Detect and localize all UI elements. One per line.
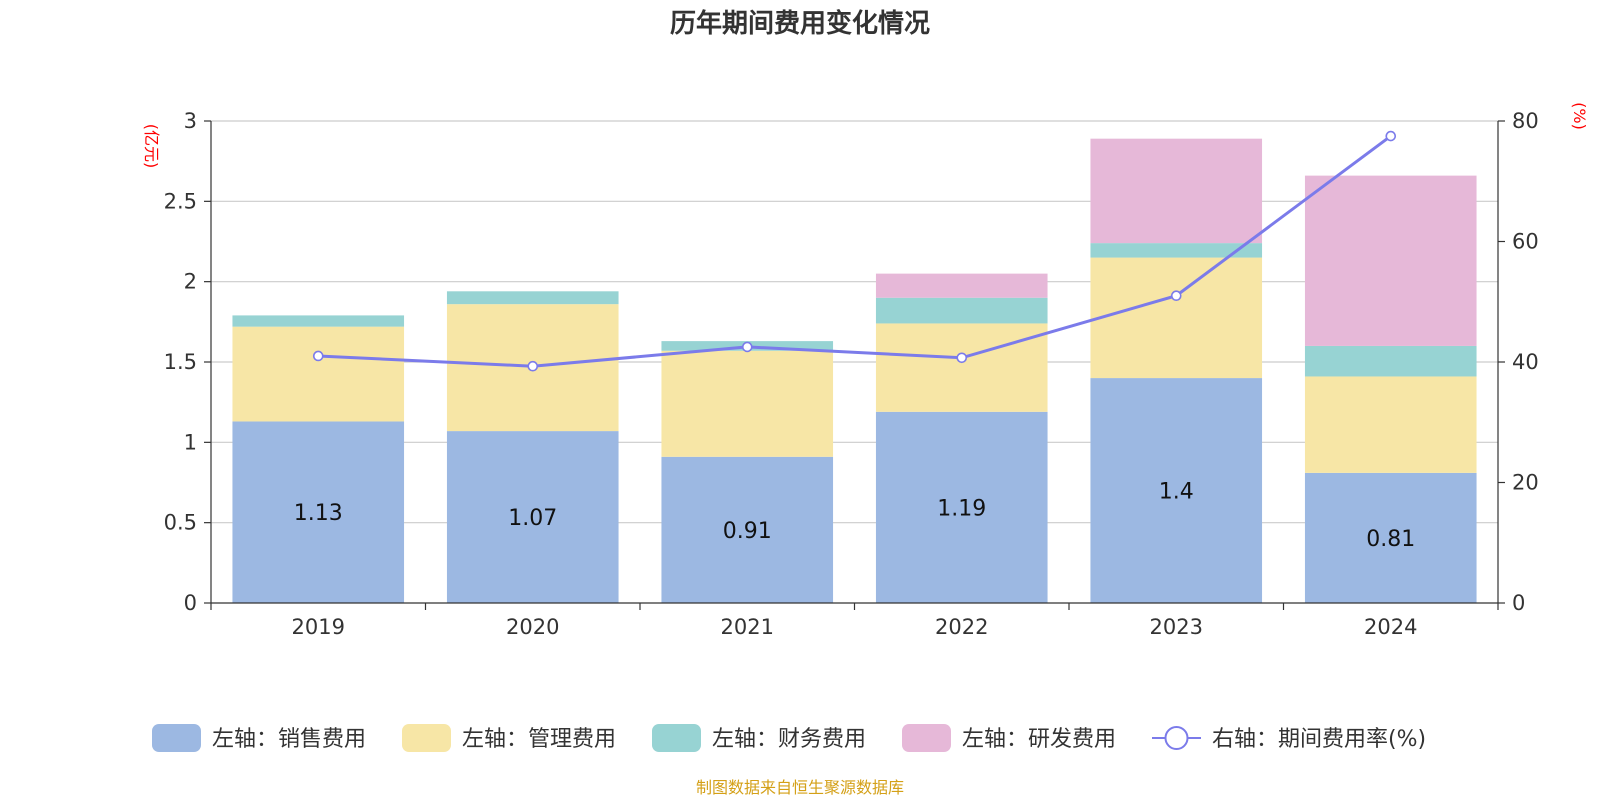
rate-point — [956, 352, 968, 364]
rate-point — [1385, 130, 1397, 142]
rate-point — [312, 350, 324, 362]
legend: 左轴：销售费用 左轴：管理费用 左轴：财务费用 左轴：研发费用 右轴：期间费用率(%) — [152, 724, 1426, 752]
legend-swatch — [152, 724, 201, 752]
rate-point — [1170, 290, 1182, 302]
bar-segment — [1090, 257, 1263, 379]
left-axis-unit: (亿元) — [142, 124, 161, 169]
legend-swatch — [402, 724, 451, 752]
right-axis-unit: (%) — [1570, 102, 1589, 130]
bar-value-label: 0.81 — [1366, 527, 1415, 552]
data-labels: 1.13 1.07 0.91 1.19 1.4 0.81 — [294, 480, 1415, 552]
bar-value-label: 1.07 — [508, 506, 557, 531]
right-axis-tick-label: 40 — [1512, 350, 1539, 374]
bar-value-label: 1.13 — [294, 501, 343, 526]
bar-segment — [232, 421, 405, 603]
bar-segment — [875, 297, 1048, 324]
bar-segment — [1304, 175, 1477, 346]
left-axis-tick-label: 3 — [184, 109, 197, 133]
x-axis-tick-label: 2019 — [292, 615, 345, 639]
line-series — [312, 130, 1397, 372]
left-axis-tick-label: 2 — [184, 270, 197, 294]
left-axis-tick-label: 0 — [184, 591, 197, 615]
bar-value-label: 1.19 — [937, 496, 986, 521]
bar-segment — [661, 456, 834, 603]
axes: 0 0.5 1 1.5 2 2.5 3 0 20 40 60 80 2019 2020 2021 2022 20… — [164, 109, 1539, 639]
bar-series — [232, 138, 1477, 603]
legend-label: 左轴：管理费用 — [462, 727, 616, 752]
bar-segment — [446, 291, 619, 305]
right-axis-tick-label: 0 — [1512, 591, 1525, 615]
legend-circle-marker — [1164, 726, 1189, 750]
left-axis-tick-label: 2.5 — [164, 189, 197, 213]
legend-swatch — [902, 724, 951, 752]
bar-segment — [1304, 376, 1477, 473]
left-axis-tick-label: 1.5 — [164, 350, 197, 374]
chart-title: 历年期间费用变化情况 — [670, 8, 930, 39]
bar-segment — [875, 323, 1048, 412]
bar-segment — [232, 326, 405, 422]
x-axis-tick-label: 2022 — [935, 615, 988, 639]
bar-segment — [1090, 138, 1263, 244]
legend-label: 左轴：销售费用 — [212, 727, 366, 752]
rate-line — [318, 134, 1392, 368]
right-axis-tick-label: 80 — [1512, 109, 1539, 133]
right-axis-tick-label: 20 — [1512, 471, 1539, 495]
rate-point — [527, 360, 539, 372]
bar-segment — [446, 431, 619, 603]
bar-segment — [661, 350, 834, 457]
bar-value-label: 1.4 — [1159, 480, 1194, 505]
legend-label: 左轴：研发费用 — [962, 727, 1116, 752]
x-axis-tick-label: 2020 — [506, 615, 559, 639]
legend-label: 右轴：期间费用率(%) — [1212, 727, 1426, 752]
bar-segment — [875, 273, 1048, 298]
legend-swatch — [652, 724, 701, 752]
x-axis-tick-label: 2024 — [1364, 615, 1417, 639]
bar-segment — [1090, 378, 1263, 603]
x-axis-tick-label: 2021 — [721, 615, 774, 639]
bar-segment — [1304, 345, 1477, 377]
bar-segment — [875, 411, 1048, 603]
left-axis-tick-label: 1 — [184, 430, 197, 454]
bar-value-label: 0.91 — [723, 519, 772, 544]
source-note: 制图数据来自恒生聚源数据库 — [696, 778, 904, 797]
left-axis-tick-label: 0.5 — [164, 511, 197, 535]
bar-segment — [232, 315, 405, 327]
legend-label: 左轴：财务费用 — [712, 727, 866, 752]
right-axis-tick-label: 60 — [1512, 230, 1539, 254]
bar-segment — [1090, 243, 1263, 258]
x-axis-tick-label: 2023 — [1150, 615, 1203, 639]
bar-segment — [1304, 472, 1477, 603]
rate-point — [741, 341, 753, 353]
